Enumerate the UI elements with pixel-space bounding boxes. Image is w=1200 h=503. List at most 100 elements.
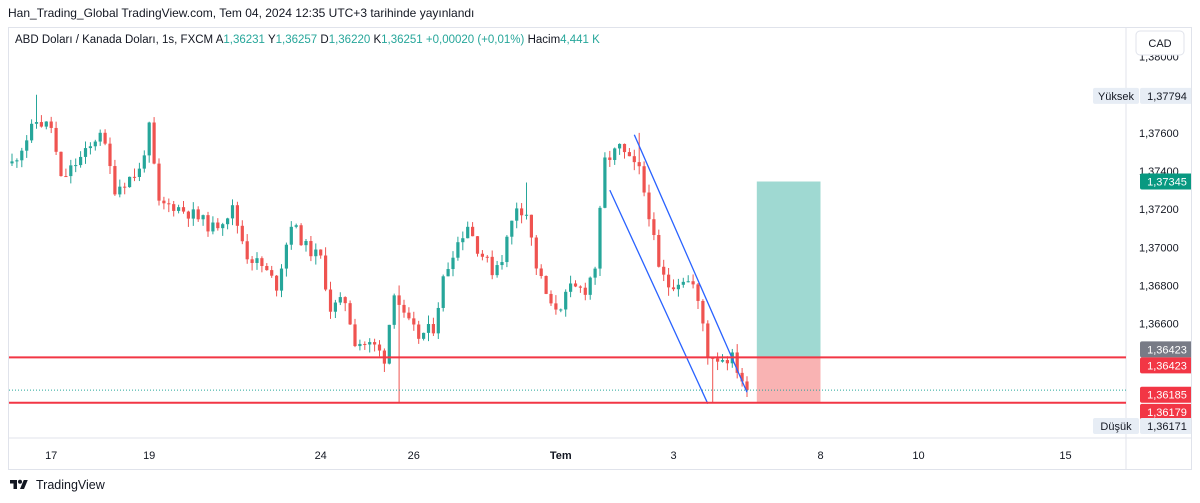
price-axis-badge [1140, 403, 1191, 420]
candle-body [622, 143, 627, 153]
candle-body [549, 293, 553, 304]
tradingview-footer[interactable]: TradingView [8, 478, 105, 492]
candle-body [275, 275, 279, 291]
candle-body [235, 205, 239, 226]
time-tick-label: 8 [817, 450, 823, 462]
candle-body [147, 122, 151, 156]
candle-body [505, 236, 509, 263]
candle-body [573, 283, 578, 287]
candle-body [196, 209, 200, 220]
candle-body [25, 140, 29, 151]
candle-body [363, 343, 367, 345]
candle-body [338, 297, 342, 303]
candle-body [637, 162, 641, 167]
candle-body [358, 343, 362, 347]
time-tick-label: 17 [45, 450, 57, 462]
price-chart[interactable]: 1,380001,376001,374001,372001,370001,368… [9, 28, 1191, 469]
candle-body [441, 276, 445, 308]
candle-body [500, 262, 504, 266]
candle-body [132, 176, 137, 178]
candle-body [667, 274, 671, 288]
candle-body [294, 225, 298, 227]
price-tick-label: 1,37000 [1139, 242, 1179, 254]
candle-body [137, 168, 141, 177]
legend-high-label: Y [268, 34, 276, 46]
candle-body [593, 268, 597, 278]
price-axis-badge-label: 1,36171 [1147, 421, 1187, 433]
candle-body [20, 150, 24, 161]
candle-body [319, 249, 323, 256]
candle-body [569, 283, 573, 292]
legend-volume: 4,441 K [560, 34, 600, 46]
candle-body [299, 225, 303, 246]
candle-body [162, 200, 166, 204]
legend-volume-label: Hacim [528, 34, 561, 46]
candle-body [681, 281, 685, 285]
candle-body [64, 176, 68, 178]
price-axis-badge [1140, 418, 1191, 434]
candle-body [128, 176, 132, 188]
candle-body [696, 284, 700, 301]
price-tick-label: 1,37200 [1139, 204, 1179, 216]
time-tick-label: 19 [143, 450, 155, 462]
candle-body [10, 161, 14, 164]
candle-body [490, 256, 494, 276]
channel-lower-line [609, 189, 709, 404]
candle-body [123, 186, 127, 188]
candle-body [152, 122, 156, 164]
candle-body [510, 220, 514, 237]
candle-body [740, 372, 744, 382]
candle-body [647, 192, 651, 220]
candle-body [221, 224, 225, 229]
candle-body [250, 259, 254, 263]
time-tick-label: 24 [315, 450, 327, 462]
legend-open: 1,36231 [223, 34, 268, 46]
currency-button-label[interactable]: CAD [1148, 38, 1171, 50]
candle-body [328, 289, 333, 312]
price-tick-label: 1,36600 [1139, 319, 1179, 331]
candle-body [461, 238, 465, 243]
legend-high: 1,36257 [276, 34, 321, 46]
candle-body [49, 121, 53, 128]
price-caption-badge [1093, 418, 1139, 434]
legend-low-label: D [320, 34, 328, 46]
candle-body [226, 218, 230, 225]
candle-body [69, 165, 73, 177]
price-axis-badge [1140, 357, 1191, 374]
candle-body [578, 286, 582, 288]
candle-body [191, 209, 195, 219]
candle-body [632, 156, 636, 163]
candle-body [554, 303, 558, 310]
candle-body [368, 342, 372, 345]
time-tick-label: 10 [912, 450, 924, 462]
candle-body [157, 163, 161, 201]
candle-body [216, 222, 220, 229]
candle-body [304, 241, 308, 246]
candle-body [436, 307, 440, 334]
candle-body [343, 297, 347, 304]
candle-body [74, 165, 78, 167]
candle-body [657, 235, 661, 267]
candle-body [471, 226, 475, 237]
footer-brand: TradingView [36, 478, 105, 492]
legend-close: 1,36251 [381, 34, 426, 46]
candle-body [745, 381, 749, 391]
tradingview-logo-icon [10, 479, 28, 489]
candle-body [608, 157, 612, 160]
candle-body [83, 148, 88, 157]
candle-body [417, 324, 421, 339]
candle-body [559, 309, 563, 311]
price-axis-badge [1140, 87, 1191, 104]
candle-body [485, 256, 489, 258]
candles [10, 94, 749, 404]
candle-body [588, 277, 592, 295]
candle-body [373, 342, 377, 345]
price-axis-badge-label: 1,37794 [1147, 91, 1187, 103]
candle-body [456, 242, 460, 258]
candle-body [324, 255, 328, 290]
price-axis-badge-label: 1,36179 [1147, 407, 1187, 419]
candle-body [706, 323, 710, 358]
candle-body [181, 207, 186, 212]
candle-body [583, 287, 587, 295]
candle-body [167, 203, 171, 205]
